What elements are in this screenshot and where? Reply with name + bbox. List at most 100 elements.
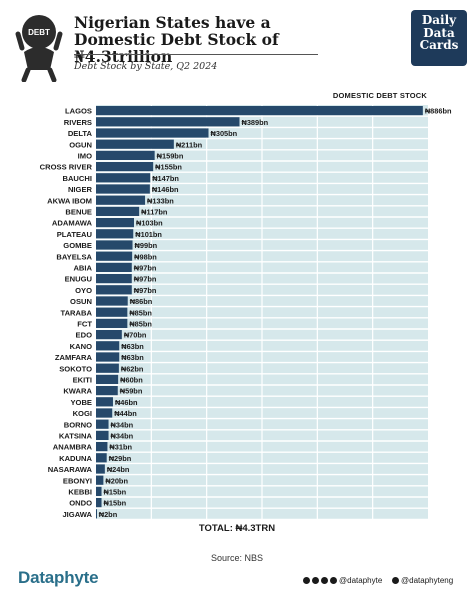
category-label: ZAMFARA bbox=[55, 353, 93, 362]
category-label: KOGI bbox=[73, 409, 92, 418]
value-label: ₦389bn bbox=[241, 118, 268, 127]
value-label: ₦70bn bbox=[124, 331, 147, 340]
twitter-icon bbox=[312, 577, 319, 584]
value-label: ₦46bn bbox=[115, 398, 138, 407]
category-label: OSUN bbox=[70, 297, 92, 306]
value-label: ₦85bn bbox=[129, 320, 152, 329]
category-label: OGUN bbox=[69, 140, 92, 149]
category-label: CROSS RIVER bbox=[40, 163, 93, 172]
value-label: ₦29bn bbox=[109, 454, 132, 463]
category-label: BENUE bbox=[65, 208, 92, 217]
youtube-icon bbox=[321, 577, 328, 584]
value-label: ₦97bn bbox=[134, 286, 157, 295]
bar bbox=[96, 475, 104, 485]
category-label: TARABA bbox=[61, 308, 93, 317]
category-label: AKWA IBOM bbox=[47, 196, 92, 205]
category-label: SOKOTO bbox=[59, 364, 92, 373]
value-label: ₦85bn bbox=[129, 308, 152, 317]
social-handle-group-2[interactable]: @dataphyteng bbox=[392, 576, 453, 585]
bar bbox=[96, 509, 97, 519]
bar-chart: LAGOS ₦886bn RIVERS ₦389bn DELTA ₦305bn OGUN ₦2… bbox=[40, 105, 452, 520]
category-label: KEBBI bbox=[68, 488, 92, 497]
bar bbox=[96, 206, 140, 216]
bar bbox=[96, 442, 108, 452]
value-label: ₦97bn bbox=[134, 275, 157, 284]
category-label: ANAMBRA bbox=[53, 443, 93, 452]
social-handle-dataphyteng[interactable]: @dataphyteng bbox=[401, 576, 454, 585]
bar bbox=[96, 106, 423, 116]
value-label: ₦159bn bbox=[157, 152, 184, 161]
bar bbox=[96, 285, 132, 295]
value-label: ₦34bn bbox=[111, 420, 134, 429]
value-label: ₦2bn bbox=[99, 510, 118, 519]
value-label: ₦20bn bbox=[105, 476, 128, 485]
bar bbox=[96, 195, 146, 205]
category-label: KATSINA bbox=[59, 432, 93, 441]
bar bbox=[96, 173, 151, 183]
value-label: ₦15bn bbox=[104, 488, 127, 497]
category-label: BAUCHI bbox=[62, 174, 92, 183]
linkedin-icon bbox=[330, 577, 337, 584]
bar bbox=[96, 498, 102, 508]
value-label: ₦103bn bbox=[136, 219, 163, 228]
bar bbox=[96, 363, 119, 373]
bar bbox=[96, 296, 128, 306]
category-label: KADUNA bbox=[59, 454, 92, 463]
footer-brand-logo: Dataphyte bbox=[18, 568, 99, 587]
category-label: BORNO bbox=[64, 420, 92, 429]
value-label: ₦117bn bbox=[141, 208, 168, 217]
category-label: YOBE bbox=[70, 398, 92, 407]
value-label: ₦15bn bbox=[104, 499, 127, 508]
bar bbox=[96, 397, 113, 407]
value-label: ₦211bn bbox=[176, 140, 203, 149]
value-label: ₦31bn bbox=[109, 443, 132, 452]
value-label: ₦86bn bbox=[130, 297, 153, 306]
category-label: RIVERS bbox=[64, 118, 92, 127]
debt-figure-logo: DEBT bbox=[15, 15, 63, 82]
category-label: PLATEAU bbox=[57, 230, 93, 239]
bar bbox=[96, 419, 109, 429]
bar bbox=[96, 464, 105, 474]
bar bbox=[96, 251, 133, 261]
bar bbox=[96, 117, 240, 127]
category-label: KWARA bbox=[63, 387, 92, 396]
facebook-icon bbox=[303, 577, 310, 584]
category-label: NASARAWA bbox=[48, 465, 93, 474]
bar bbox=[96, 307, 128, 317]
category-label: JIGAWA bbox=[62, 510, 92, 519]
chart-subtitle: Debt Stock by State, Q2 2024 bbox=[74, 61, 218, 72]
bar bbox=[96, 486, 102, 496]
bar bbox=[96, 150, 155, 160]
category-label: NIGER bbox=[68, 185, 93, 194]
value-label: ₦24bn bbox=[107, 465, 130, 474]
category-label: BAYELSA bbox=[56, 252, 92, 261]
value-label: ₦305bn bbox=[211, 129, 238, 138]
value-label: ₦886bn bbox=[425, 107, 452, 116]
value-label: ₦63bn bbox=[121, 342, 144, 351]
social-handle-group-1[interactable]: @dataphyte bbox=[303, 576, 382, 585]
category-label: ENUGU bbox=[65, 275, 93, 284]
value-label: ₦101bn bbox=[135, 230, 162, 239]
instagram-icon bbox=[392, 577, 399, 584]
brand-badge-text: Daily Data Cards bbox=[419, 13, 459, 52]
value-label: ₦147bn bbox=[152, 174, 179, 183]
brand-badge bbox=[411, 10, 467, 66]
bar bbox=[96, 386, 118, 396]
bar bbox=[96, 453, 107, 463]
bar bbox=[96, 218, 134, 228]
category-label: EDO bbox=[76, 331, 93, 340]
social-handle-dataphyte[interactable]: @dataphyte bbox=[339, 576, 383, 585]
category-label: FCT bbox=[77, 320, 92, 329]
chart-title: Nigerian States have a Domestic Debt Sto… bbox=[74, 13, 279, 66]
bar bbox=[96, 184, 150, 194]
value-label: ₦133bn bbox=[147, 196, 174, 205]
category-label: IMO bbox=[78, 152, 92, 161]
category-label: OYO bbox=[75, 286, 92, 295]
value-label: ₦97bn bbox=[134, 264, 157, 273]
bar bbox=[96, 240, 133, 250]
category-label: ONDO bbox=[69, 499, 92, 508]
bar bbox=[96, 139, 174, 149]
category-label: GOMBE bbox=[63, 241, 92, 250]
bar bbox=[96, 341, 120, 351]
category-label: EBONYI bbox=[63, 476, 92, 485]
